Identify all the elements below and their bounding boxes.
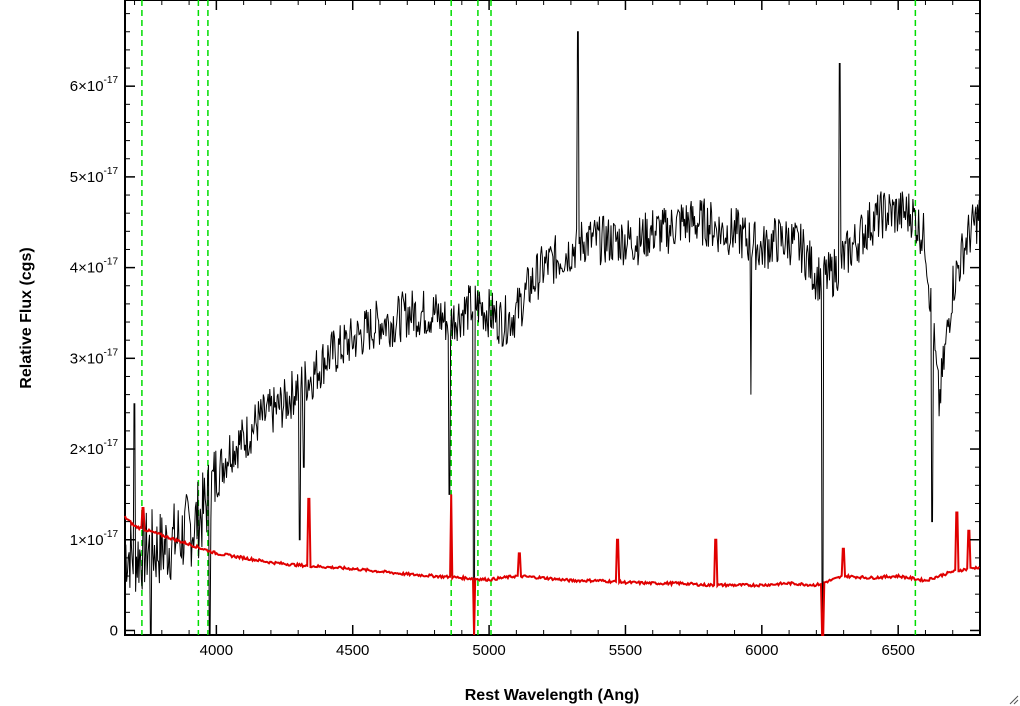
series-line-0	[124, 31, 981, 636]
y-tick-label-0: 0	[110, 622, 118, 639]
y-axis: 0 1×10-17 2×10-17 3×10-17 4×10-17 5×10-17 6×10…	[70, 13, 980, 639]
series-line-1	[124, 494, 981, 636]
x-tick-label-2: 5000	[472, 642, 505, 659]
reference-lines	[141, 0, 917, 635]
x-tick-label-4: 6000	[745, 642, 778, 659]
x-tick-label-3: 5500	[609, 642, 642, 659]
y-tick-label-2: 2×10-17	[70, 438, 119, 458]
x-axis: 4000 4500 5000 5500 6000 6500	[134, 0, 981, 659]
x-tick-label-0: 4000	[200, 642, 233, 659]
resize-grip-icon[interactable]	[1009, 695, 1019, 705]
x-tick-label-1: 4500	[336, 642, 369, 659]
series-layer	[124, 31, 981, 636]
y-tick-label-6: 6×10-17	[70, 75, 119, 95]
y-axis-title: Relative Flux (cgs)	[18, 247, 35, 388]
plot-frame	[124, 0, 981, 636]
y-tick-label-3: 3×10-17	[70, 347, 119, 367]
y-tick-label-5: 5×10-17	[70, 166, 119, 186]
x-axis-title: Rest Wavelength (Ang)	[465, 687, 640, 704]
x-tick-label-5: 6500	[881, 642, 914, 659]
y-tick-label-4: 4×10-17	[70, 257, 119, 277]
y-tick-label-1: 1×10-17	[70, 529, 119, 549]
